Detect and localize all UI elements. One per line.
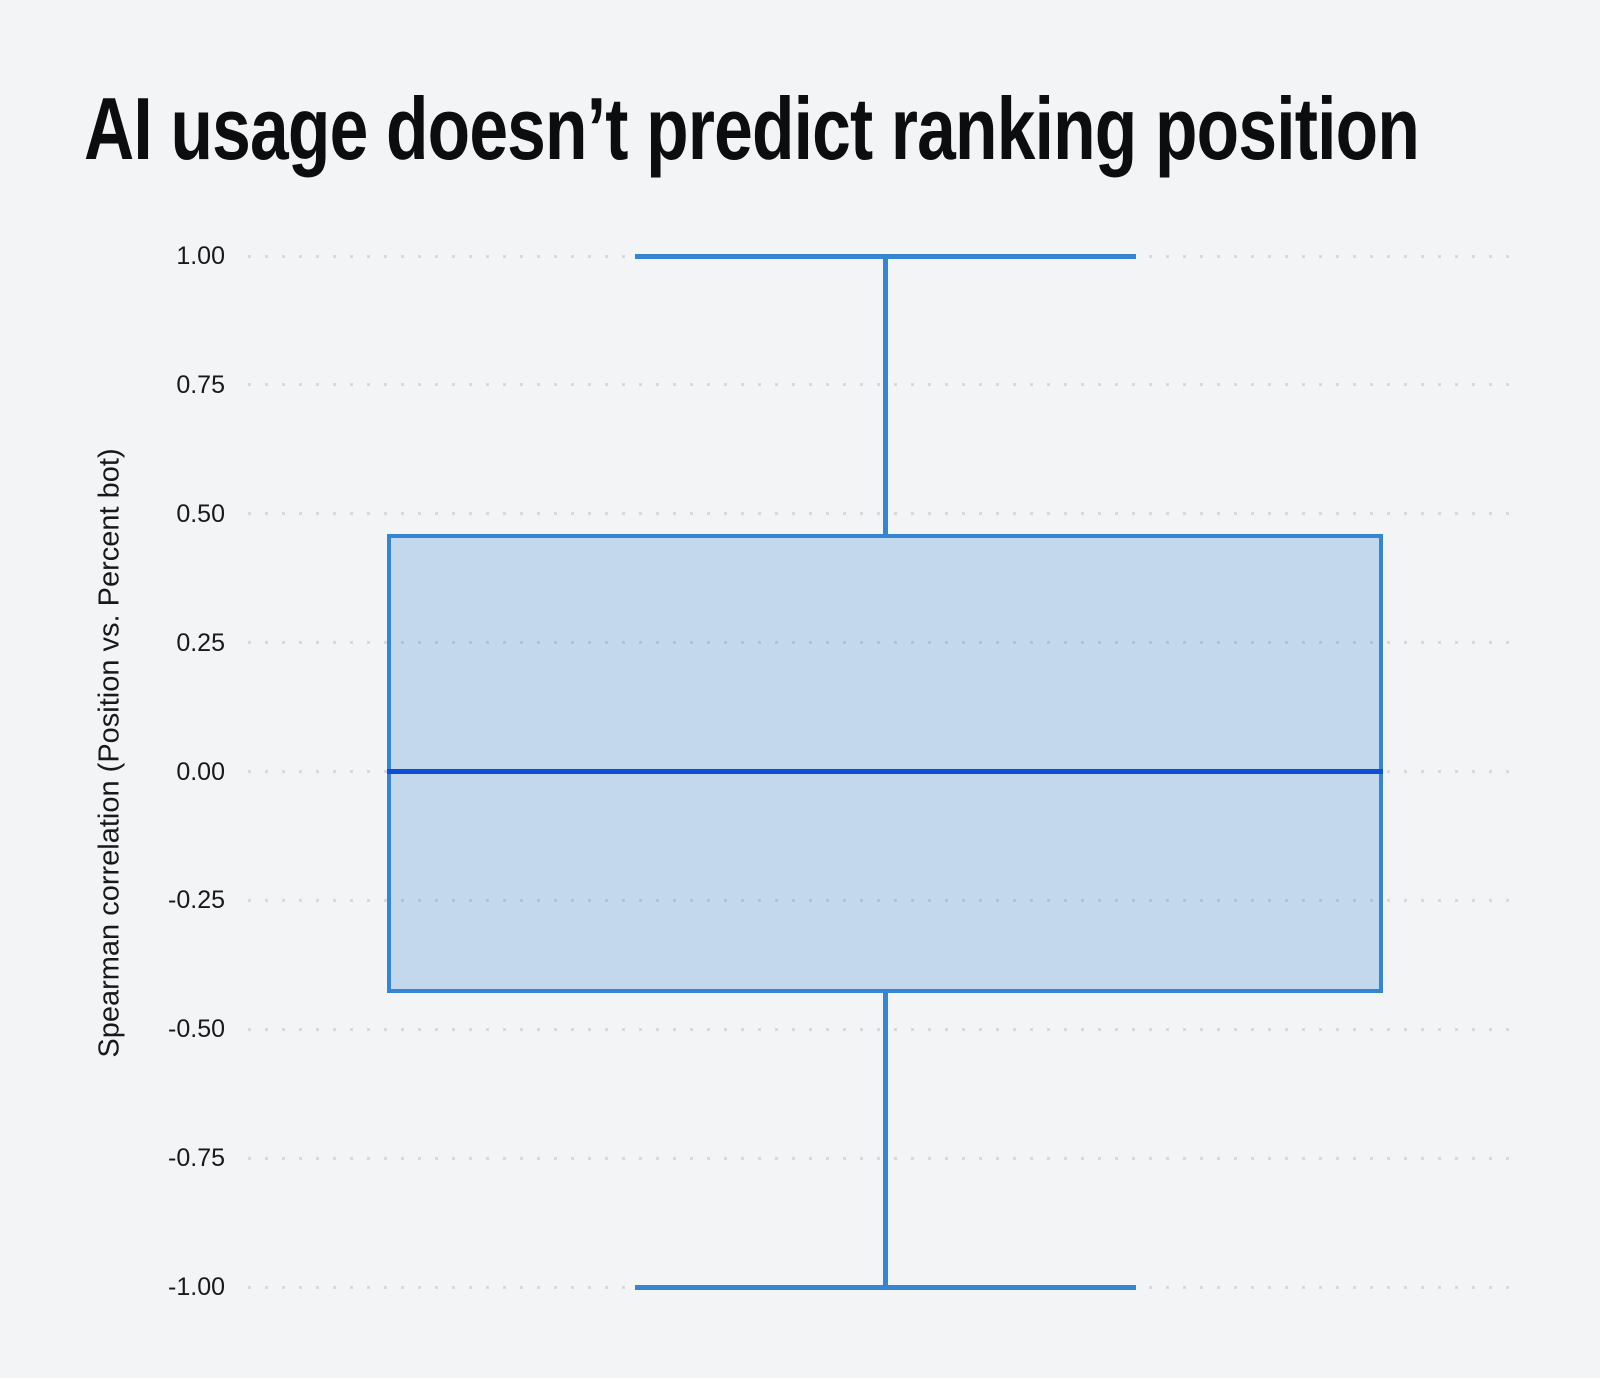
y-tick-label: 0.75: [176, 370, 225, 399]
y-gridline: [248, 898, 1520, 902]
y-tick-label: -0.75: [168, 1144, 225, 1173]
y-tick-label: 0.25: [176, 628, 225, 657]
upper-whisker-cap: [634, 253, 1136, 259]
y-tick-label: 0.00: [176, 757, 225, 786]
y-tick-label: 0.50: [176, 499, 225, 528]
lower-whisker-cap: [634, 1284, 1136, 1290]
median-line: [387, 769, 1383, 774]
y-tick-label: -0.25: [168, 886, 225, 915]
y-gridline: [248, 641, 1520, 645]
lower-whisker-line: [882, 993, 888, 1287]
y-tick-label: -0.50: [168, 1015, 225, 1044]
upper-whisker-line: [882, 256, 888, 535]
iqr-box: [387, 534, 1383, 994]
y-tick-label: 1.00: [176, 242, 225, 270]
y-tick-label: -1.00: [168, 1273, 225, 1301]
chart-title: AI usage doesn’t predict ranking positio…: [84, 79, 1420, 178]
